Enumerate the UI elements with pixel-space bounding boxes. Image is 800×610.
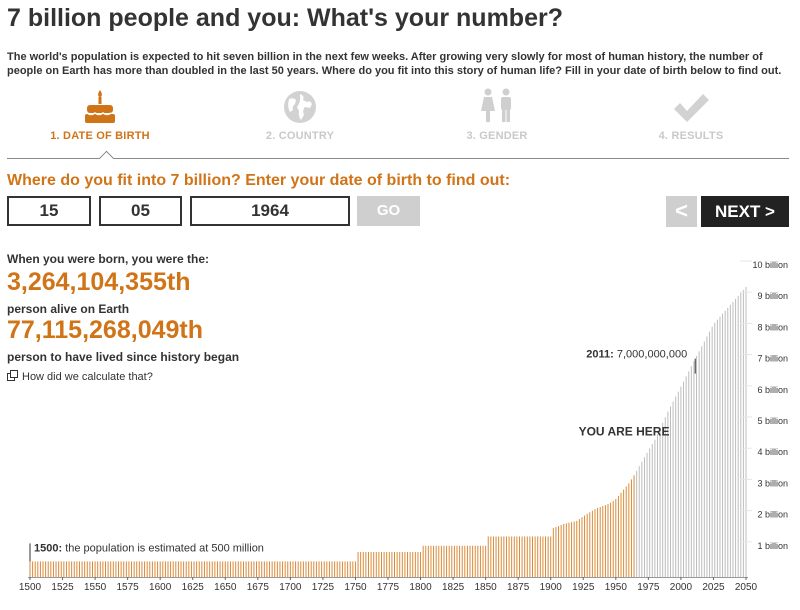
- step-label: 3. GENDER: [466, 130, 528, 142]
- population-bars: [29, 286, 747, 577]
- x-tick-label: 2000: [670, 582, 693, 593]
- chart-annotations: 1500: the population is estimated at 500…: [29, 349, 696, 562]
- x-tick-label: 1650: [214, 582, 237, 593]
- x-tick-label: 2050: [735, 582, 758, 593]
- dob-prompt: Where do you fit into 7 billion? Enter y…: [7, 172, 511, 189]
- step-date-of-birth[interactable]: 1. DATE OF BIRTH: [35, 88, 165, 142]
- x-tick-label: 1600: [149, 582, 172, 593]
- x-tick-label: 1800: [409, 582, 432, 593]
- year-input[interactable]: 1964: [190, 196, 350, 226]
- alive-label: person alive on Earth: [7, 302, 130, 316]
- x-tick-label: 1525: [51, 582, 74, 593]
- popup-icon: [7, 370, 18, 384]
- annotation-2011: 2011: 7,000,000,000: [586, 349, 687, 361]
- x-tick-label: 1825: [442, 582, 465, 593]
- x-tick-label: 2025: [702, 582, 725, 593]
- alive-rank: 3,264,104,355th: [7, 268, 191, 296]
- population-chart: 1 billion 2 billion 3 billion 4 billion 5 bi…: [19, 260, 788, 593]
- born-label: When you were born, you were the:: [7, 252, 210, 266]
- x-tick-label: 1725: [312, 582, 335, 593]
- annotation-1500: 1500: the population is estimated at 500…: [34, 542, 264, 554]
- step-label: 4. RESULTS: [658, 130, 724, 142]
- x-tick-label: 1775: [377, 582, 400, 593]
- x-tick-label: 1875: [507, 582, 530, 593]
- y-tick-label: 7 billion: [757, 354, 788, 364]
- step-results[interactable]: 4. RESULTS: [626, 88, 756, 142]
- how-calculated-text: How did we calculate that?: [22, 371, 153, 383]
- globe-icon: [235, 88, 365, 124]
- y-axis: 1 billion 2 billion 3 billion 4 billion 5 bi…: [740, 260, 788, 551]
- birthday-cake-icon: [35, 88, 165, 124]
- day-input[interactable]: 15: [7, 196, 91, 226]
- y-tick-label: 4 billion: [757, 447, 788, 457]
- next-button[interactable]: NEXT >: [701, 196, 789, 227]
- intro-text: The world's population is expected to hi…: [7, 51, 782, 77]
- x-tick-label: 1625: [182, 582, 205, 593]
- x-tick-label: 1700: [279, 582, 302, 593]
- x-tick-label: 1950: [605, 582, 628, 593]
- y-tick-label: 5 billion: [757, 416, 788, 426]
- gender-icon: [432, 88, 562, 124]
- y-tick-label: 6 billion: [757, 385, 788, 395]
- page-title: 7 billion people and you: What's your nu…: [7, 4, 563, 32]
- checkmark-icon: [626, 88, 756, 124]
- previous-button[interactable]: <: [666, 196, 697, 227]
- x-tick-label: 1850: [475, 582, 498, 593]
- step-country[interactable]: 2. COUNTRY: [235, 88, 365, 142]
- lived-rank: 77,115,268,049th: [7, 316, 203, 344]
- x-tick-label: 1675: [247, 582, 270, 593]
- y-tick-label: 10 billion: [752, 260, 788, 270]
- active-step-pointer: [98, 150, 115, 167]
- step-label: 2. COUNTRY: [265, 130, 335, 142]
- y-tick-label: 3 billion: [757, 478, 788, 488]
- step-gender[interactable]: 3. GENDER: [432, 88, 562, 142]
- y-tick-label: 9 billion: [757, 291, 788, 301]
- x-tick-label: 1575: [117, 582, 140, 593]
- lived-label: person to have lived since history began: [7, 350, 240, 364]
- how-calculated-link[interactable]: How did we calculate that?: [7, 370, 153, 384]
- x-axis: 1500 1525 1550 1575 1600 1625 1650 1675 1700 1725…: [19, 577, 758, 593]
- x-tick-label: 1500: [19, 582, 42, 593]
- x-tick-label: 1550: [84, 582, 107, 593]
- go-button[interactable]: GO: [357, 196, 420, 226]
- steps-divider: [7, 158, 789, 159]
- y-tick-label: 1 billion: [757, 541, 788, 551]
- y-tick-label: 2 billion: [757, 510, 788, 520]
- you-are-here-label: YOU ARE HERE: [579, 424, 670, 438]
- x-tick-label: 1925: [572, 582, 595, 593]
- step-label: 1. DATE OF BIRTH: [50, 130, 150, 142]
- x-tick-label: 1750: [344, 582, 367, 593]
- x-tick-label: 1900: [540, 582, 563, 593]
- y-tick-label: 8 billion: [757, 322, 788, 332]
- x-tick-label: 1975: [637, 582, 660, 593]
- month-input[interactable]: 05: [99, 196, 182, 226]
